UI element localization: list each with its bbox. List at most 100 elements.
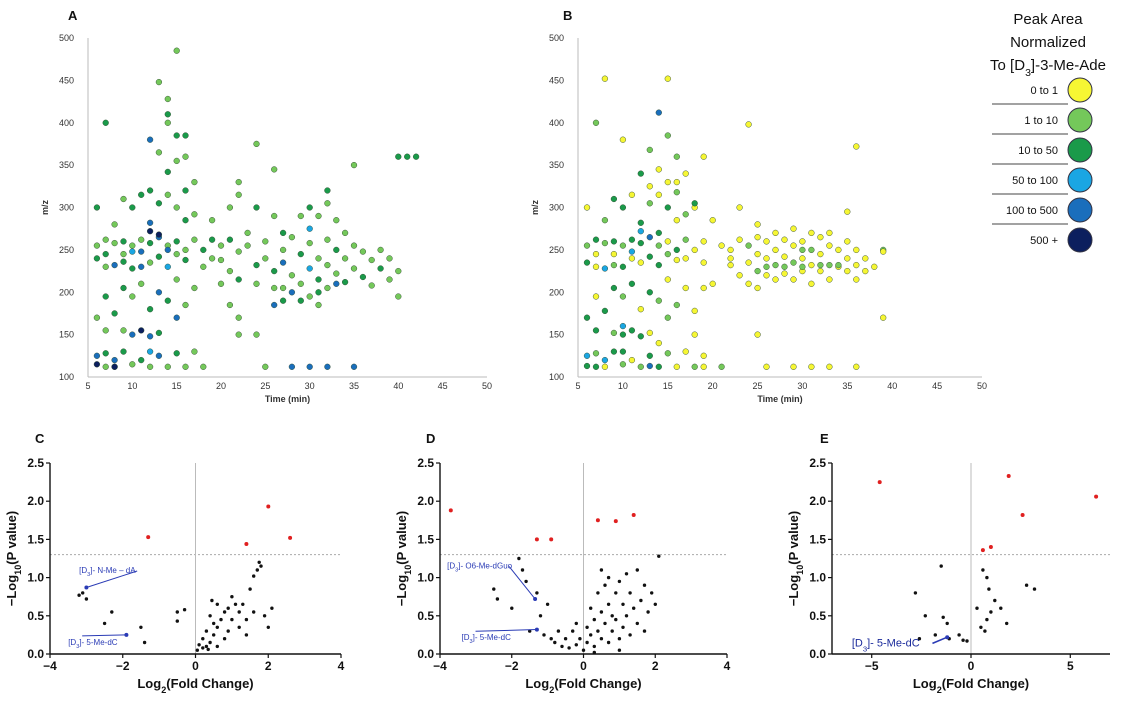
data-point — [324, 187, 331, 194]
data-point — [682, 284, 689, 292]
data-point — [191, 348, 198, 355]
data-point — [619, 204, 627, 211]
data-point — [817, 261, 824, 269]
data-point — [102, 236, 109, 243]
data-point — [297, 280, 304, 287]
data-point — [655, 363, 662, 370]
data-point — [583, 362, 591, 370]
data-point-nonsignificant — [624, 614, 629, 618]
panel-label: D — [426, 431, 435, 446]
data-point — [93, 204, 101, 211]
data-point-nonsignificant — [266, 625, 270, 629]
data-point — [637, 219, 644, 226]
data-point — [182, 132, 189, 139]
data-point-nonsignificant — [585, 640, 589, 645]
data-point — [146, 239, 154, 247]
x-tick-label: 4 — [724, 659, 731, 673]
y-tick-label: 200 — [549, 287, 564, 297]
legend-title-line: Normalized — [1010, 34, 1086, 51]
y-tick-label: 0.5 — [27, 609, 44, 623]
x-tick-label: 20 — [708, 381, 718, 391]
data-point — [138, 356, 145, 364]
legend-swatch — [1067, 197, 1093, 223]
data-point-significant — [595, 518, 600, 523]
data-point — [637, 259, 644, 266]
data-point — [682, 211, 689, 218]
data-point — [880, 314, 887, 321]
data-point — [646, 253, 653, 260]
y-tick-label: 0.5 — [417, 609, 434, 623]
data-point — [262, 363, 269, 370]
data-point — [655, 109, 662, 116]
data-point — [619, 322, 627, 330]
annotation-label: [D3]- 5-Me-dC — [462, 633, 512, 645]
data-point — [129, 248, 136, 255]
data-point-nonsignificant — [230, 617, 234, 622]
x-tick-label: 0 — [192, 659, 199, 673]
data-point — [637, 306, 644, 313]
data-point — [226, 267, 234, 275]
data-point — [93, 242, 101, 249]
y-tick-label: 450 — [59, 75, 74, 85]
x-tick-label: 4 — [338, 659, 345, 673]
x-tick-label: 0 — [580, 659, 587, 673]
data-point — [182, 256, 189, 264]
data-point-nonsignificant — [210, 598, 214, 603]
x-tick-label: 10 — [618, 381, 628, 391]
data-point-nonsignificant — [77, 593, 81, 597]
volcano-panel-e: E −5 0 5 0.0 0.5 1.0 1.5 2.0 2.5 Log2(Fold Change)… — [786, 431, 1110, 695]
data-point — [601, 307, 609, 315]
y-tick-label: 400 — [549, 118, 564, 128]
data-point — [592, 236, 600, 243]
annotation-leader-line — [82, 634, 127, 637]
data-point — [306, 204, 313, 211]
data-point-nonsignificant — [965, 639, 969, 643]
data-point — [781, 263, 788, 270]
data-point-nonsignificant — [939, 564, 943, 568]
data-point — [235, 248, 242, 255]
data-point — [377, 246, 384, 254]
legend-bin-label: 10 to 50 — [1018, 145, 1058, 157]
data-point — [727, 261, 734, 269]
data-point — [583, 352, 591, 359]
data-point — [235, 276, 242, 283]
data-point — [377, 265, 384, 272]
data-point — [279, 297, 287, 304]
data-point — [412, 153, 420, 160]
data-point — [164, 263, 171, 270]
data-point — [217, 280, 225, 287]
data-point — [244, 229, 251, 237]
data-point-nonsignificant — [208, 614, 212, 618]
data-point — [745, 280, 752, 287]
data-point-nonsignificant — [244, 633, 249, 637]
x-axis-title: Log2(Fold Change) — [525, 676, 641, 695]
legend-swatch — [1067, 107, 1093, 133]
data-point — [146, 136, 154, 143]
data-point — [691, 363, 698, 370]
data-point — [754, 250, 761, 258]
data-point — [763, 255, 770, 262]
data-point — [102, 263, 109, 270]
data-point — [324, 236, 331, 243]
data-point — [853, 261, 860, 269]
data-point-nonsignificant — [535, 591, 539, 595]
data-point — [655, 191, 662, 198]
data-point-nonsignificant — [596, 591, 600, 595]
data-point — [111, 221, 118, 228]
data-point — [120, 284, 127, 292]
data-point — [182, 217, 189, 224]
data-point — [138, 236, 145, 243]
data-point — [395, 153, 402, 160]
data-point — [182, 153, 189, 160]
data-point — [790, 242, 797, 249]
data-point — [700, 352, 707, 359]
data-point-nonsignificant — [592, 644, 596, 649]
x-tick-label: 40 — [887, 381, 897, 391]
data-point — [610, 348, 618, 355]
data-point — [271, 301, 278, 309]
data-point — [138, 280, 145, 287]
data-point-significant — [988, 545, 993, 549]
data-point — [102, 350, 109, 357]
data-point — [619, 242, 627, 249]
annotation-label: [D3]- N-Me – dA — [79, 566, 136, 578]
